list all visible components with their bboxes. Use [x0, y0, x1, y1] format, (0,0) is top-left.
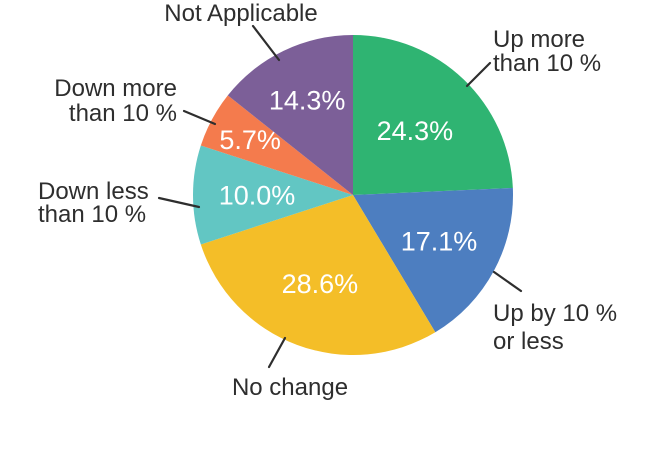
slice-callout-label-down-more-than-10-line-1: Down more	[54, 75, 177, 102]
slice-callout-label-no-change-line-1: No change	[232, 374, 348, 401]
callout-line-up-by-10-or-less	[492, 270, 523, 293]
slice-value-label-not-applicable: 14.3%	[269, 85, 346, 115]
slice-callout-label-up-by-10-or-less-line-1: Up by 10 %	[493, 300, 617, 327]
slice-callout-label-down-less-than-10-line-2: than 10 %	[38, 201, 146, 228]
callout-line-down-more-than-10	[182, 109, 217, 126]
slice-value-label-up-more-than-10: 24.3%	[377, 116, 454, 146]
callout-line-not-applicable	[251, 24, 281, 62]
pie-slice-down-more-than-10	[200, 95, 353, 195]
slice-callout-label-not-applicable-line-1: Not Applicable	[164, 0, 317, 27]
callout-line-up-more-than-10	[465, 61, 492, 88]
slice-callout-label-up-more-than-10-line-1: Up more	[493, 26, 585, 53]
slice-value-label-no-change: 28.6%	[282, 269, 359, 299]
pie-slice-down-less-than-10	[192, 145, 353, 245]
slice-value-label-down-less-than-10: 10.0%	[219, 180, 296, 210]
slice-callout-label-up-more-than-10-line-2: than 10 %	[493, 50, 601, 77]
pie-slice-not-applicable	[227, 35, 353, 195]
slice-callout-label-down-more-than-10-line-2: than 10 %	[69, 100, 177, 127]
slice-value-label-down-more-than-10: 5.7%	[219, 125, 281, 155]
slice-value-label-up-by-10-or-less: 17.1%	[401, 227, 478, 257]
pie-slice-up-more-than-10	[353, 35, 513, 195]
slice-callout-label-up-by-10-or-less-line-2: or less	[493, 328, 564, 355]
slice-callout-label-down-less-than-10-line-1: Down less	[38, 178, 149, 205]
pie-slice-no-change	[200, 195, 436, 355]
pie-slice-up-by-10-or-less	[353, 187, 514, 333]
callout-line-no-change	[267, 336, 287, 369]
callout-line-down-less-than-10	[157, 196, 201, 209]
